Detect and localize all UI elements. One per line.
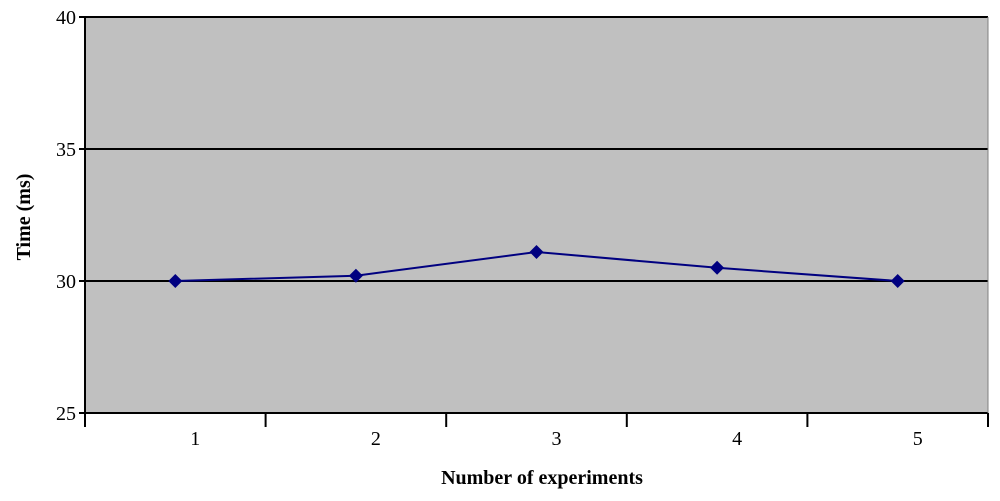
x-tick-label-1: 1 <box>190 428 200 450</box>
axes <box>84 17 989 414</box>
y-tick-label-40: 40 <box>56 7 76 29</box>
x-tick-label-2: 2 <box>371 428 381 450</box>
plot-area <box>85 17 988 413</box>
x-ticks: 1 2 3 4 5 <box>84 413 989 450</box>
markers <box>168 244 905 288</box>
y-ticks: 25 30 35 40 <box>56 7 85 425</box>
x-tick-label-3: 3 <box>552 428 562 450</box>
x-axis-title: Number of experiments <box>441 467 643 489</box>
x-tick-label-4: 4 <box>732 428 742 450</box>
data-point-1 <box>168 274 183 288</box>
plot-area-group <box>85 17 988 413</box>
data-point-4 <box>710 260 725 275</box>
y-tick-label-35: 35 <box>56 139 76 161</box>
y-tick-label-30: 30 <box>56 271 76 293</box>
y-axis-title: Time (ms) <box>13 174 35 261</box>
data-point-3 <box>529 244 544 259</box>
gridlines <box>85 16 988 282</box>
x-tick-label-5: 5 <box>913 428 923 450</box>
data-point-2 <box>348 268 363 283</box>
data-point-5 <box>890 274 905 288</box>
y-tick-label-25: 25 <box>56 403 76 425</box>
